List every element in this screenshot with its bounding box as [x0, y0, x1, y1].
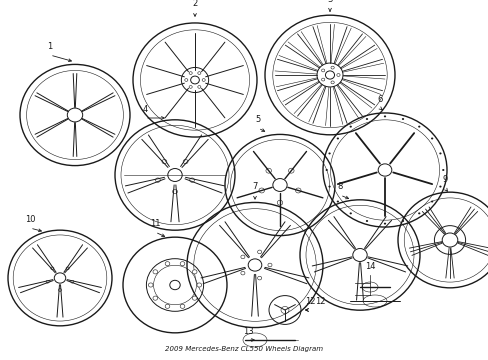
Ellipse shape [272, 179, 286, 192]
Ellipse shape [325, 169, 327, 171]
Ellipse shape [167, 168, 182, 181]
Ellipse shape [248, 259, 261, 271]
Text: 2: 2 [192, 0, 197, 8]
Ellipse shape [328, 152, 330, 154]
Ellipse shape [54, 273, 65, 283]
Ellipse shape [417, 126, 420, 127]
Ellipse shape [349, 212, 351, 214]
Ellipse shape [349, 126, 351, 127]
Ellipse shape [401, 220, 403, 222]
Ellipse shape [438, 152, 441, 154]
Text: 9: 9 [442, 175, 447, 184]
Text: 2009 Mercedes-Benz CL550 Wheels Diagram: 2009 Mercedes-Benz CL550 Wheels Diagram [165, 346, 323, 352]
Ellipse shape [417, 212, 420, 214]
Ellipse shape [336, 138, 338, 139]
Ellipse shape [180, 262, 184, 266]
Ellipse shape [383, 116, 386, 117]
Ellipse shape [383, 222, 386, 225]
Ellipse shape [180, 304, 184, 309]
Text: 13: 13 [242, 327, 253, 336]
Ellipse shape [352, 248, 366, 261]
Ellipse shape [169, 280, 180, 290]
Text: 10: 10 [25, 215, 35, 224]
Ellipse shape [430, 138, 432, 139]
Ellipse shape [67, 108, 82, 122]
Ellipse shape [165, 262, 169, 266]
Ellipse shape [441, 233, 457, 247]
Ellipse shape [192, 270, 197, 274]
Text: 5: 5 [255, 115, 260, 124]
Text: 7: 7 [252, 182, 257, 191]
Ellipse shape [325, 71, 334, 79]
Ellipse shape [190, 76, 199, 84]
Text: 11: 11 [149, 219, 160, 228]
Ellipse shape [192, 296, 197, 300]
Ellipse shape [365, 220, 367, 222]
Text: 6: 6 [377, 95, 382, 104]
Ellipse shape [377, 164, 391, 176]
Text: 8: 8 [337, 182, 342, 191]
Ellipse shape [165, 304, 169, 309]
Text: 1: 1 [47, 42, 53, 51]
Ellipse shape [365, 118, 367, 120]
Ellipse shape [441, 169, 444, 171]
Ellipse shape [153, 270, 157, 274]
Ellipse shape [197, 283, 201, 287]
Text: 12: 12 [304, 297, 315, 306]
Ellipse shape [401, 118, 403, 120]
Text: 14: 14 [364, 262, 374, 271]
Ellipse shape [336, 201, 338, 203]
Ellipse shape [328, 185, 330, 188]
Text: 3: 3 [326, 0, 332, 4]
Text: 12: 12 [314, 297, 325, 306]
Ellipse shape [430, 201, 432, 203]
Ellipse shape [148, 283, 153, 287]
Ellipse shape [438, 185, 441, 188]
Text: 4: 4 [142, 105, 147, 114]
Ellipse shape [153, 296, 157, 300]
